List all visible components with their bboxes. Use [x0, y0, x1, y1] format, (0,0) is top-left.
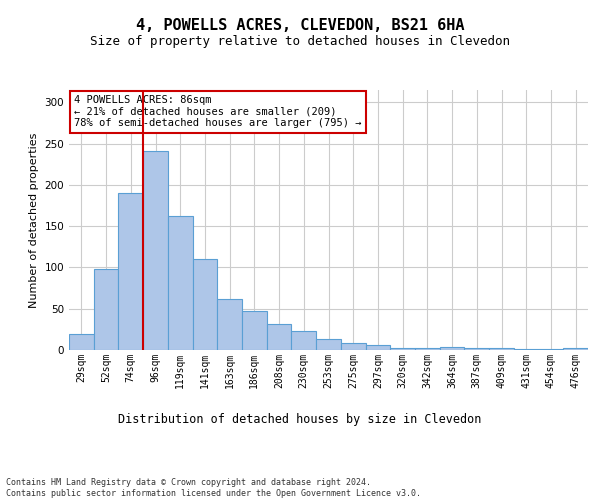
Bar	[539, 349, 563, 350]
Text: Contains HM Land Registry data © Crown copyright and database right 2024.
Contai: Contains HM Land Registry data © Crown c…	[6, 478, 421, 498]
Bar	[365, 345, 390, 350]
Bar	[168, 216, 193, 350]
Bar	[489, 348, 514, 350]
Bar	[415, 348, 440, 350]
Text: Size of property relative to detached houses in Clevedon: Size of property relative to detached ho…	[90, 35, 510, 48]
Bar	[292, 331, 316, 350]
Bar	[217, 299, 242, 350]
Bar	[69, 334, 94, 350]
Text: 4, POWELLS ACRES, CLEVEDON, BS21 6HA: 4, POWELLS ACRES, CLEVEDON, BS21 6HA	[136, 18, 464, 32]
Bar	[390, 348, 415, 350]
Text: Distribution of detached houses by size in Clevedon: Distribution of detached houses by size …	[118, 412, 482, 426]
Bar	[94, 269, 118, 350]
Bar	[514, 349, 539, 350]
Bar	[563, 348, 588, 350]
Y-axis label: Number of detached properties: Number of detached properties	[29, 132, 39, 308]
Bar	[118, 193, 143, 350]
Bar	[242, 311, 267, 350]
Bar	[267, 324, 292, 350]
Bar	[316, 340, 341, 350]
Bar	[341, 342, 365, 350]
Bar	[440, 346, 464, 350]
Text: 4 POWELLS ACRES: 86sqm
← 21% of detached houses are smaller (209)
78% of semi-de: 4 POWELLS ACRES: 86sqm ← 21% of detached…	[74, 95, 362, 128]
Bar	[193, 259, 217, 350]
Bar	[464, 348, 489, 350]
Bar	[143, 151, 168, 350]
